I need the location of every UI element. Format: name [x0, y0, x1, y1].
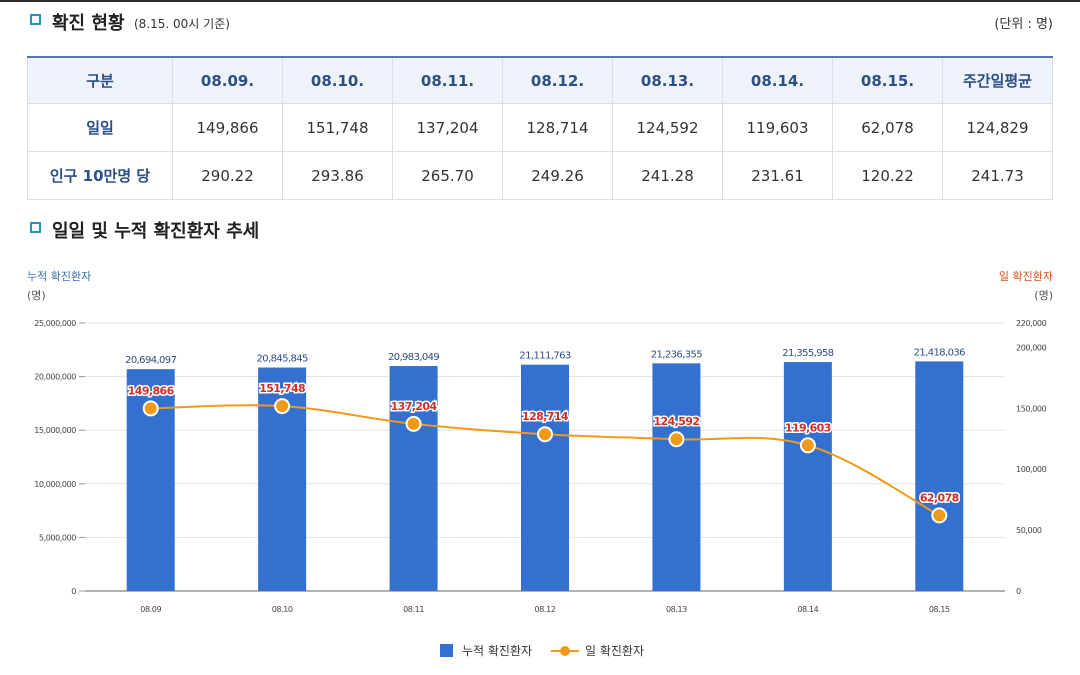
- legend-line-swatch: [551, 644, 579, 657]
- x-tick-label: 08.12: [535, 605, 556, 614]
- bar-value-label: 21,111,763: [519, 351, 570, 362]
- bar: [652, 363, 701, 591]
- daily-value-label: 124,592: [653, 415, 699, 428]
- table-cell: 241.73: [942, 151, 1053, 200]
- right-tick-label: 150,000: [1016, 404, 1047, 413]
- table-cell: 120.22: [832, 151, 943, 200]
- daily-value-label: 119,603: [785, 421, 831, 434]
- bar: [389, 366, 438, 591]
- bar-value-label: 20,694,097: [125, 355, 176, 366]
- daily-point: [142, 400, 159, 417]
- table-header: 08.14.: [722, 56, 833, 104]
- x-tick-label: 08.09: [140, 605, 161, 614]
- section-marker-icon: [30, 14, 41, 25]
- table-cell: 124,829: [942, 103, 1053, 152]
- x-tick-label: 08.10: [272, 605, 293, 614]
- table-header: 08.15.: [832, 56, 943, 104]
- x-tick-label: 08.13: [666, 605, 687, 614]
- table-cell: 128,714: [502, 103, 613, 152]
- bar-value-label: 20,845,845: [257, 354, 308, 365]
- table-cell: 124,592: [612, 103, 723, 152]
- section-marker-icon: [30, 222, 41, 233]
- right-tick-label: 200,000: [1016, 343, 1047, 352]
- table-cell: 119,603: [722, 103, 833, 152]
- table-cell: 241.28: [612, 151, 723, 200]
- daily-value-label: 62,078: [920, 491, 959, 504]
- daily-point: [668, 431, 685, 448]
- table-cell: 231.61: [722, 151, 833, 200]
- right-axis-title: 일 확진환자: [998, 270, 1053, 283]
- daily-value-label: 149,866: [128, 384, 175, 397]
- x-tick-label: 08.14: [797, 605, 818, 614]
- daily-point: [537, 426, 553, 443]
- table-cell: 151,748: [282, 103, 393, 152]
- table-header: 구분: [27, 56, 173, 104]
- status-section-subtitle: (8.15. 00시 기준): [134, 17, 230, 31]
- status-table: 구분 08.09. 08.10. 08.11. 08.12. 08.13. 08…: [27, 56, 1053, 200]
- table-cell: 265.70: [392, 151, 503, 200]
- table-header: 08.10.: [282, 56, 393, 104]
- legend-item-daily[interactable]: 일 확진환자: [551, 642, 644, 659]
- daily-value-label: 128,714: [522, 410, 569, 423]
- daily-point: [931, 507, 948, 524]
- bar: [783, 362, 832, 591]
- daily-point: [405, 415, 422, 432]
- legend-bar-swatch: [440, 644, 453, 657]
- top-border: [0, 0, 1080, 2]
- table-header: 08.11.: [392, 56, 503, 104]
- daily-value-label: 151,748: [259, 382, 305, 395]
- left-tick-label: 10,000,000: [34, 480, 76, 489]
- chart-legend: 누적 확진환자 일 확진환자: [0, 642, 1080, 660]
- left-axis-title: 누적 확진환자: [27, 270, 92, 283]
- left-tick-label: 20,000,000: [34, 373, 76, 382]
- trend-chart: 0 5,000,000 10,000,000 15,000,000 20,000,000…: [34, 319, 1047, 614]
- left-tick-label: 0: [71, 587, 76, 596]
- unit-label: (단위 : 명): [994, 17, 1053, 32]
- right-tick-label: 100,000: [1016, 465, 1047, 474]
- bar: [915, 361, 964, 591]
- legend-label: 일 확진환자: [585, 644, 645, 658]
- legend-item-cumulative[interactable]: 누적 확진환자: [440, 642, 532, 659]
- table-cell: 62,078: [832, 103, 943, 152]
- table-cell: 293.86: [282, 151, 393, 200]
- right-tick-label: 0: [1016, 587, 1021, 596]
- left-axis-unit: (명): [27, 289, 46, 302]
- table-cell: 137,204: [392, 103, 503, 152]
- right-tick-label: 50,000: [1016, 526, 1042, 535]
- bar-value-label: 20,983,049: [388, 352, 439, 363]
- table-header-row: 구분 08.09. 08.10. 08.11. 08.12. 08.13. 08…: [27, 56, 1053, 104]
- right-axis-unit: (명): [1034, 289, 1053, 302]
- row-label: 인구 10만명 당: [27, 151, 173, 200]
- table-header: 주간일평균: [942, 56, 1053, 104]
- status-section-title: 확진 현황: [52, 13, 125, 34]
- legend-label: 누적 확진환자: [462, 644, 533, 658]
- right-tick-label: 220,000: [1016, 319, 1047, 328]
- bar: [521, 364, 569, 591]
- table-cell: 290.22: [172, 151, 283, 200]
- table-cell: 249.26: [502, 151, 613, 200]
- bar-value-label: 21,418,036: [914, 347, 965, 358]
- left-tick-label: 25,000,000: [34, 319, 76, 328]
- bar-value-label: 21,355,958: [782, 348, 833, 359]
- x-tick-label: 08.15: [929, 605, 950, 614]
- left-tick-label: 15,000,000: [34, 426, 76, 435]
- row-label: 일일: [27, 103, 173, 152]
- trend-section-title: 일일 및 누적 확진환자 추세: [52, 221, 260, 242]
- x-tick-label: 08.11: [403, 605, 424, 614]
- bar-value-label: 21,236,355: [651, 349, 702, 360]
- table-header: 08.13.: [612, 56, 723, 104]
- table-row: 일일 149,866 151,748 137,204 128,714 124,5…: [27, 103, 1053, 152]
- daily-point: [799, 437, 816, 454]
- table-header: 08.12.: [502, 56, 613, 104]
- table-row: 인구 10만명 당 290.22 293.86 265.70 249.26 24…: [27, 151, 1053, 200]
- table-header: 08.09.: [172, 56, 283, 104]
- daily-point: [274, 398, 291, 415]
- table-cell: 149,866: [172, 103, 283, 152]
- daily-value-label: 137,204: [391, 400, 438, 413]
- left-tick-label: 5,000,000: [39, 533, 76, 542]
